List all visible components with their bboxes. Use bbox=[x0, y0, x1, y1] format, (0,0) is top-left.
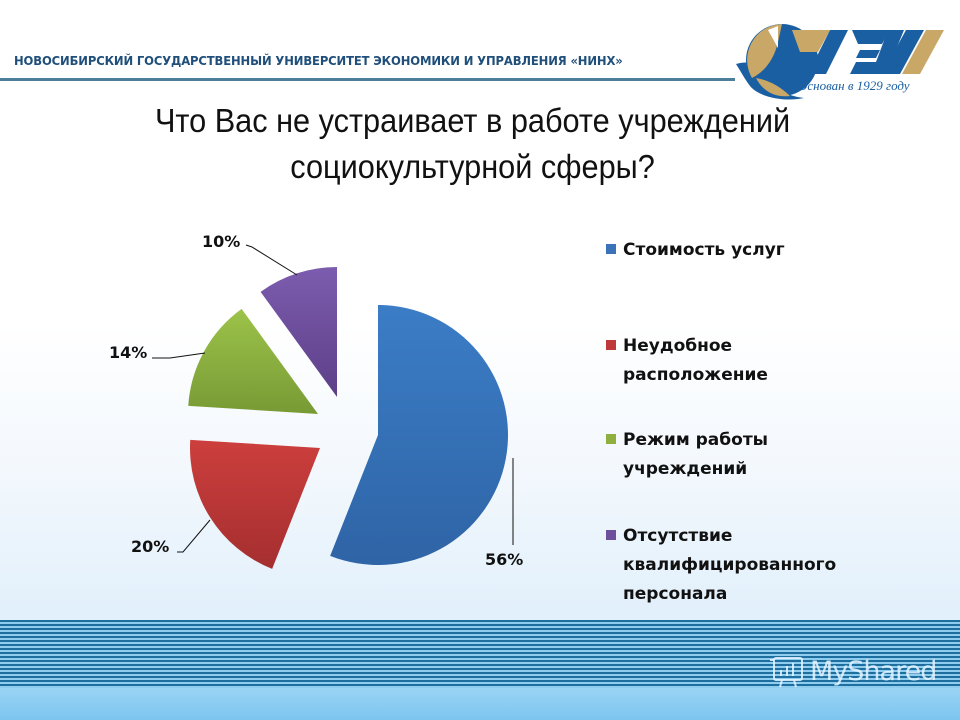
decorative-stripes bbox=[0, 620, 960, 688]
title-line-1: Что Вас не устраивает в работе учреждени… bbox=[154, 102, 791, 139]
legend-item-location: Неудобное расположение bbox=[606, 332, 773, 390]
presentation-board-icon bbox=[770, 657, 803, 688]
legend-label: Неудобное расположение bbox=[623, 336, 768, 385]
legend-label: Стоимость услуг bbox=[623, 240, 785, 260]
legend-swatch-purple bbox=[606, 530, 616, 540]
pie-slice-cost bbox=[330, 305, 508, 566]
pie-slice-schedule bbox=[188, 308, 318, 414]
legend-swatch-green bbox=[606, 434, 616, 444]
watermark: MyShared bbox=[768, 654, 937, 688]
legend-label: Режим работы учреждений bbox=[623, 430, 769, 479]
legend-item-schedule: Режим работы учреждений bbox=[606, 426, 773, 484]
pie-slice-location bbox=[190, 439, 320, 569]
university-logo-icon bbox=[736, 24, 944, 100]
legend-swatch-red bbox=[606, 340, 616, 350]
pie-slice-staff bbox=[260, 267, 337, 397]
header-divider bbox=[0, 78, 735, 81]
title-line-2: социокультурной сферы? bbox=[290, 148, 655, 185]
legend-label: Отсутствие квалифицированного персонала bbox=[623, 526, 837, 604]
footer-band bbox=[0, 688, 960, 720]
leader-line-10 bbox=[245, 244, 298, 276]
slice-label-10: 10% bbox=[202, 232, 241, 251]
legend-item-staff: Отсутствие квалифицированного персонала bbox=[606, 522, 858, 609]
leader-line-14 bbox=[152, 352, 206, 359]
watermark-text: MyShared bbox=[810, 655, 937, 687]
legend-swatch-blue bbox=[606, 244, 616, 254]
logo-caption: Основан в 1929 году bbox=[798, 78, 910, 93]
legend-item-cost: Стоимость услуг bbox=[606, 236, 863, 265]
slide-title: Что Вас не устраивает в работе учреждени… bbox=[33, 98, 912, 190]
slice-label-20: 20% bbox=[131, 537, 170, 556]
slice-label-14: 14% bbox=[109, 343, 148, 362]
slice-label-56: 56% bbox=[485, 550, 524, 569]
university-name: НОВОСИБИРСКИЙ ГОСУДАРСТВЕННЫЙ УНИВЕРСИТЕ… bbox=[14, 53, 623, 68]
leader-line-20 bbox=[177, 519, 211, 553]
